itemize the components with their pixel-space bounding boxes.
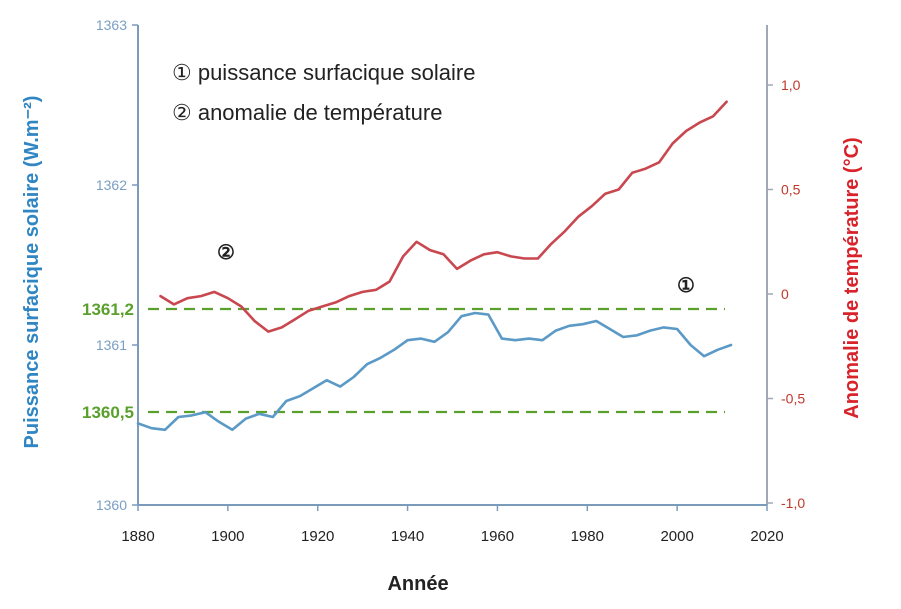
x-tick-label: 1980	[571, 528, 604, 545]
right-tick-label: 0	[781, 286, 789, 302]
series-line-temperature	[161, 102, 727, 332]
marker-temperature: ②	[217, 242, 235, 264]
right-axis-ticks: -1,0 -0,5 0 0,5 1,0	[767, 77, 805, 511]
left-tick-label: 1362	[96, 177, 127, 193]
y-axis-label-left: Puissance surfacique solaire (W.m⁻²)	[21, 96, 43, 449]
right-tick-label: 1,0	[781, 77, 801, 93]
marker-solar: ①	[677, 275, 695, 297]
x-tick-label: 1920	[301, 528, 334, 545]
solar-temperature-chart: 1360 1361 1362 1363 -1,0 -0,5 0 0,5 1,0 1880 190…	[0, 0, 901, 609]
right-tick-label: -0,5	[781, 391, 805, 407]
left-tick-label: 1360	[96, 497, 127, 513]
right-tick-label: 0,5	[781, 182, 801, 198]
left-tick-label: 1361	[96, 337, 127, 353]
legend-item-temperature: ② anomalie de température	[172, 100, 442, 125]
reference-lines: 1361,2 1360,5	[82, 300, 725, 422]
x-axis-label: Année	[387, 573, 448, 595]
x-tick-label: 1880	[121, 528, 154, 545]
series-lines	[138, 102, 731, 430]
x-tick-label: 2020	[750, 528, 783, 545]
reference-line-label: 1360,5	[82, 403, 134, 422]
right-tick-label: -1,0	[781, 495, 805, 511]
legend: ① puissance surfacique solaire ② anomali…	[172, 60, 475, 125]
x-tick-label: 2000	[660, 528, 693, 545]
reference-line-label: 1361,2	[82, 300, 134, 319]
x-axis-ticks: 1880 1900 1920 1940 1960 1980 2000 2020	[121, 505, 783, 545]
x-tick-label: 1960	[481, 528, 514, 545]
left-tick-label: 1363	[96, 17, 127, 33]
x-tick-label: 1900	[211, 528, 244, 545]
x-tick-label: 1940	[391, 528, 424, 545]
left-axis-ticks: 1360 1361 1362 1363	[96, 17, 138, 513]
legend-item-solar: ① puissance surfacique solaire	[172, 60, 475, 85]
y-axis-label-right: Anomalie de température (°C)	[841, 137, 863, 418]
